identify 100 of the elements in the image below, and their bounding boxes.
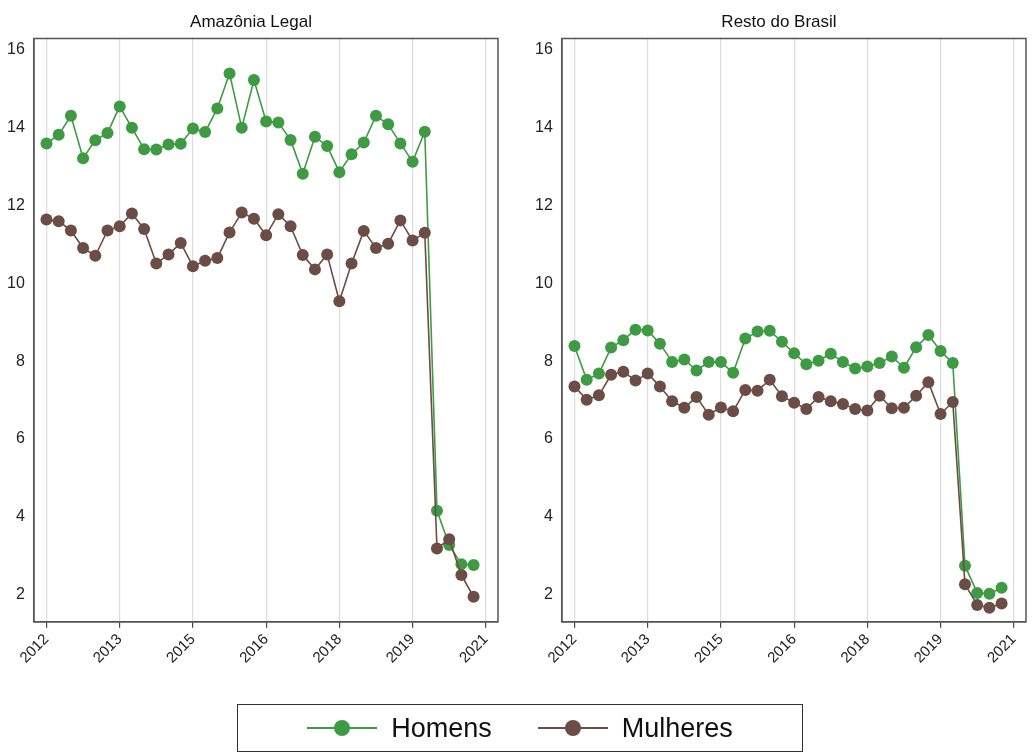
point bbox=[174, 236, 187, 249]
point bbox=[958, 578, 971, 591]
point bbox=[418, 125, 431, 138]
point bbox=[910, 341, 923, 354]
point bbox=[235, 121, 248, 134]
y-tick-label: 12 bbox=[7, 196, 25, 214]
point bbox=[406, 155, 419, 168]
point bbox=[666, 395, 679, 408]
point bbox=[702, 355, 715, 368]
point bbox=[64, 109, 77, 122]
y-tick-label: 12 bbox=[535, 196, 553, 214]
point bbox=[186, 260, 199, 273]
point bbox=[272, 116, 285, 129]
legend-label: Mulheres bbox=[621, 712, 733, 744]
point bbox=[605, 368, 618, 381]
point bbox=[995, 581, 1008, 594]
point bbox=[101, 126, 114, 139]
point bbox=[666, 355, 679, 368]
y-tick-label: 2 bbox=[15, 584, 25, 602]
y-tick-label: 2 bbox=[543, 584, 553, 602]
point bbox=[897, 401, 910, 414]
point bbox=[861, 404, 874, 417]
point bbox=[101, 224, 114, 237]
point bbox=[873, 357, 886, 370]
y-tick-label: 16 bbox=[7, 40, 25, 58]
point bbox=[113, 100, 126, 113]
point bbox=[150, 143, 163, 156]
point bbox=[788, 347, 801, 360]
point bbox=[223, 226, 236, 239]
point bbox=[897, 361, 910, 374]
point bbox=[186, 122, 199, 135]
y-tick-label: 16 bbox=[535, 40, 553, 58]
point bbox=[727, 405, 740, 418]
point bbox=[727, 366, 740, 379]
point bbox=[369, 241, 382, 254]
point bbox=[971, 598, 984, 611]
point bbox=[430, 542, 443, 555]
point bbox=[714, 355, 727, 368]
point bbox=[922, 329, 935, 342]
point bbox=[824, 347, 837, 360]
point bbox=[40, 213, 53, 226]
point bbox=[788, 396, 801, 409]
y-tick-label: 8 bbox=[543, 351, 553, 369]
point bbox=[345, 257, 358, 270]
point bbox=[357, 224, 370, 237]
point bbox=[455, 569, 468, 582]
point bbox=[641, 324, 654, 337]
point bbox=[617, 334, 630, 347]
point bbox=[812, 390, 825, 403]
y-tick-label: 10 bbox=[535, 273, 553, 291]
point bbox=[836, 355, 849, 368]
point bbox=[443, 533, 456, 546]
point bbox=[629, 323, 642, 336]
point bbox=[247, 212, 260, 225]
point bbox=[272, 208, 285, 221]
legend-label: Homens bbox=[391, 712, 492, 744]
y-tick-label: 6 bbox=[543, 429, 553, 447]
point bbox=[775, 335, 788, 348]
point bbox=[824, 395, 837, 408]
point bbox=[138, 222, 151, 235]
point bbox=[308, 130, 321, 143]
point bbox=[678, 353, 691, 366]
point bbox=[321, 248, 334, 261]
point bbox=[125, 121, 138, 134]
point bbox=[89, 134, 102, 147]
point bbox=[971, 586, 984, 599]
point bbox=[775, 390, 788, 403]
point bbox=[568, 339, 581, 352]
point bbox=[357, 136, 370, 149]
point bbox=[211, 102, 224, 115]
point bbox=[40, 137, 53, 150]
point bbox=[739, 383, 752, 396]
point bbox=[885, 402, 898, 415]
point bbox=[739, 332, 752, 345]
point bbox=[617, 365, 630, 378]
point bbox=[849, 402, 862, 415]
point bbox=[321, 140, 334, 153]
point bbox=[836, 397, 849, 410]
point bbox=[394, 214, 407, 227]
point bbox=[394, 137, 407, 150]
point bbox=[333, 295, 346, 308]
point bbox=[125, 207, 138, 220]
point bbox=[260, 115, 273, 128]
point bbox=[162, 248, 175, 261]
point bbox=[873, 389, 886, 402]
point bbox=[580, 373, 593, 386]
point bbox=[211, 252, 224, 265]
point bbox=[580, 393, 593, 406]
point bbox=[113, 220, 126, 233]
point bbox=[260, 229, 273, 242]
y-tick-label: 4 bbox=[543, 507, 553, 525]
point bbox=[800, 402, 813, 415]
point bbox=[345, 148, 358, 161]
point bbox=[983, 601, 996, 614]
chart-title: Amazônia Legal bbox=[190, 11, 312, 31]
point bbox=[910, 389, 923, 402]
point bbox=[922, 376, 935, 389]
y-tick-label: 4 bbox=[15, 507, 25, 525]
point bbox=[861, 360, 874, 373]
point bbox=[199, 254, 212, 267]
